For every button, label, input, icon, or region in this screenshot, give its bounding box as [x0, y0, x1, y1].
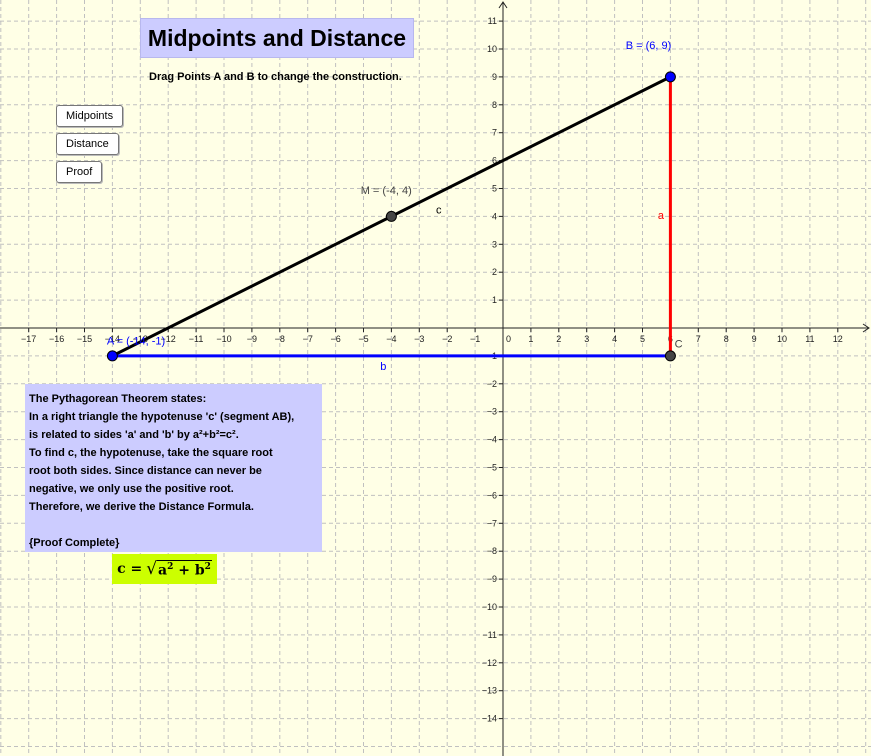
midpoints-button[interactable]: Midpoints	[56, 105, 124, 127]
y-tick-label: 5	[492, 184, 497, 194]
point-B[interactable]	[664, 71, 676, 83]
y-tick-label: 1	[492, 295, 497, 305]
x-tick-label: 7	[696, 334, 701, 344]
formula-exponent: 2	[204, 562, 211, 573]
y-tick-label: 11	[488, 16, 497, 26]
segment-label-a: a	[658, 210, 665, 222]
x-tick-label: 10	[777, 334, 787, 344]
point-label-A: A = (-14, -1)	[107, 336, 165, 348]
point-label-B: B = (6, 9)	[626, 40, 672, 52]
y-tick-label: 8	[492, 100, 497, 110]
y-tick-label: −14	[482, 714, 497, 724]
proof-line: To find c, the hypotenuse, take the squa…	[29, 447, 273, 459]
x-tick-label: −12	[161, 334, 176, 344]
proof-line: negative, we only use the positive root.	[29, 483, 234, 495]
formula-b: b	[194, 563, 205, 579]
x-tick-label: −16	[49, 334, 64, 344]
x-tick-label: 3	[584, 334, 589, 344]
origin-label: 0	[506, 334, 511, 344]
point-label-C: C	[675, 339, 683, 351]
y-tick-label: 4	[492, 211, 497, 221]
x-tick-label: 12	[833, 334, 843, 344]
point-M[interactable]	[385, 210, 397, 222]
y-tick-label: 9	[492, 72, 497, 82]
y-tick-label: −13	[482, 686, 497, 696]
x-tick-label: 2	[556, 334, 561, 344]
distance-formula: c = √ a2 + b2	[112, 554, 217, 584]
tick-labels: −17 −16 −15 −14 −13 −12 −11 −10 −9 −8 −7 −6 −5 −4 −3 −2…	[21, 16, 843, 724]
point-A[interactable]	[106, 350, 118, 362]
x-tick-label: 4	[612, 334, 617, 344]
formula-a: a	[158, 563, 168, 579]
y-tick-label: 10	[487, 44, 497, 54]
y-tick-label: −11	[482, 630, 497, 640]
x-tick-label: −10	[216, 334, 231, 344]
proof-line: is related to sides 'a' and 'b' by a²+b²…	[29, 429, 239, 441]
segment-label-c: c	[436, 205, 442, 217]
segment-labels: c a b	[380, 205, 665, 373]
x-tick-label: −7	[303, 334, 313, 344]
instructions-text: Drag Points A and B to change the constr…	[149, 71, 402, 83]
x-tick-label: −1	[470, 334, 480, 344]
proof-complete-text: {Proof Complete}	[29, 537, 120, 549]
x-axis-arrow-icon	[862, 323, 870, 333]
point-labels: A = (-14, -1) B = (6, 9) M = (-4, 4) C	[107, 40, 683, 351]
y-tick-label: −12	[482, 658, 497, 668]
formula-exponent: 2	[167, 562, 174, 573]
x-tick-label: 8	[724, 334, 729, 344]
y-tick-label: −7	[487, 518, 497, 528]
proof-button[interactable]: Proof	[56, 161, 103, 183]
proof-line: root both sides. Since distance can neve…	[29, 465, 262, 477]
y-tick-label: −6	[487, 490, 497, 500]
x-tick-label: 1	[528, 334, 533, 344]
proof-line: Therefore, we derive the Distance Formul…	[29, 501, 254, 513]
x-tick-label: −17	[21, 334, 36, 344]
x-tick-label: −9	[247, 334, 257, 344]
x-tick-label: 5	[640, 334, 645, 344]
points[interactable]	[106, 71, 676, 362]
y-axis-arrow-icon	[498, 1, 508, 9]
point-label-M: M = (-4, 4)	[361, 185, 412, 197]
formula-plus: +	[173, 563, 195, 579]
x-tick-label: −11	[189, 334, 204, 344]
x-tick-label: −14	[105, 334, 120, 344]
radical-icon: √	[146, 559, 158, 579]
y-tick-label: −2	[487, 379, 497, 389]
x-tick-label: −15	[77, 334, 92, 344]
proof-text-panel: The Pythagorean Theorem states: In a rig…	[25, 384, 322, 552]
proof-line: In a right triangle the hypotenuse 'c' (…	[29, 411, 295, 423]
formula-lhs: c =	[117, 561, 143, 577]
y-tick-label: −5	[487, 463, 497, 473]
proof-line: The Pythagorean Theorem states:	[29, 393, 207, 405]
y-tick-label: 6	[492, 156, 497, 166]
x-tick-label: −2	[442, 334, 452, 344]
x-tick-label: −4	[386, 334, 396, 344]
point-C[interactable]	[664, 350, 676, 362]
y-tick-label: −3	[487, 407, 497, 417]
x-tick-label: −6	[330, 334, 340, 344]
x-tick-label: −5	[358, 334, 368, 344]
y-tick-label: −4	[487, 435, 497, 445]
y-tick-label: −9	[487, 574, 497, 584]
x-tick-label: −8	[275, 334, 285, 344]
segment-label-b: b	[380, 361, 386, 373]
y-tick-label: −8	[487, 546, 497, 556]
x-tick-label: −3	[414, 334, 424, 344]
page-title: Midpoints and Distance	[140, 18, 414, 58]
x-tick-label: 9	[752, 334, 757, 344]
y-tick-label: 3	[492, 239, 497, 249]
y-tick-label: 7	[492, 128, 497, 138]
x-tick-label: −13	[133, 334, 148, 344]
x-tick-label: 11	[805, 334, 814, 344]
distance-button[interactable]: Distance	[56, 133, 119, 155]
y-tick-label: −10	[482, 602, 497, 612]
y-tick-label: 2	[492, 267, 497, 277]
